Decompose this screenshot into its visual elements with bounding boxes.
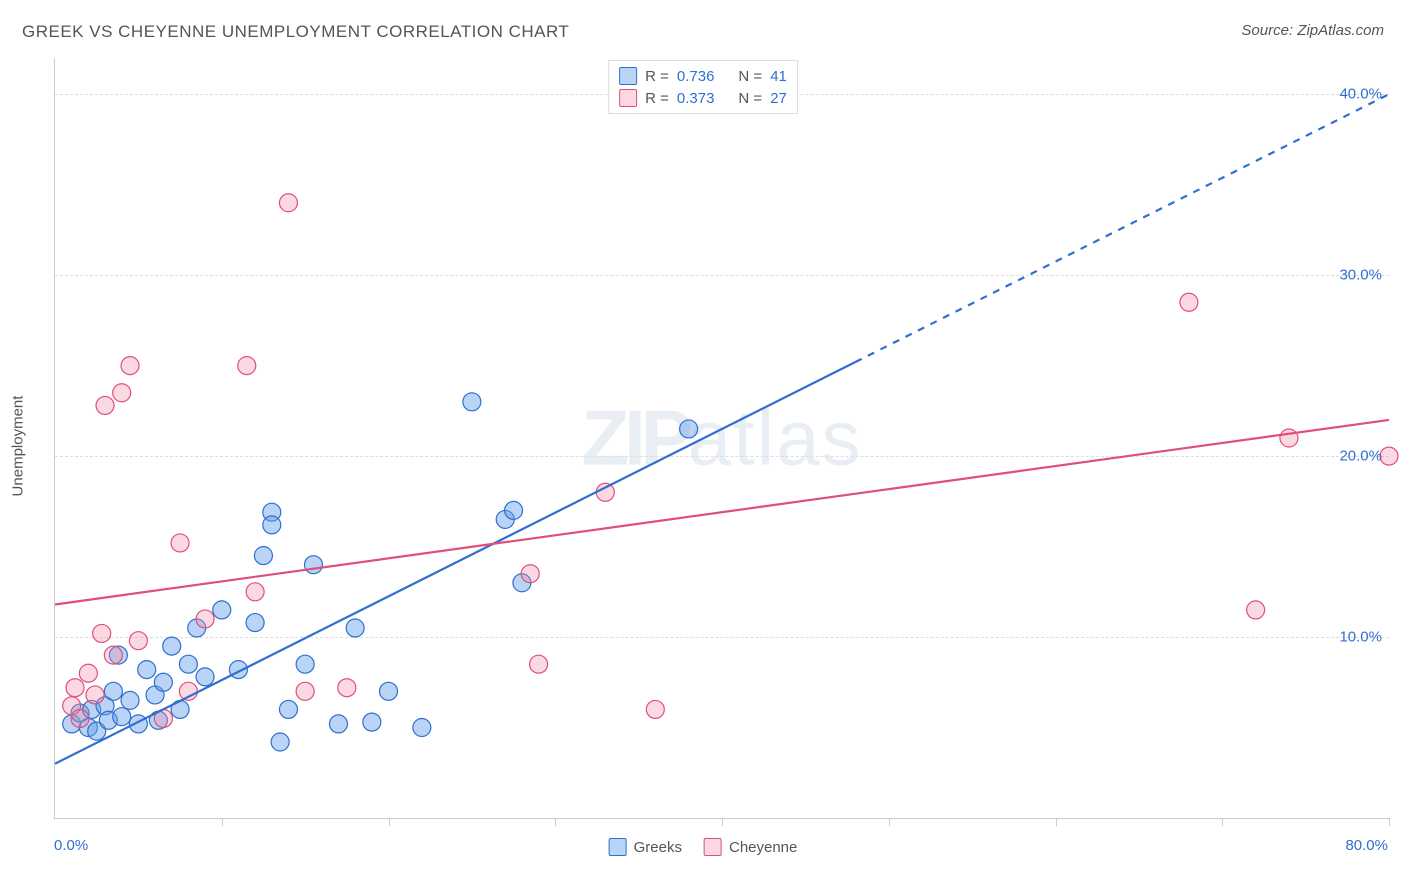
cheyenne-point [171,534,189,552]
greeks-point [680,420,698,438]
cheyenne-point [521,565,539,583]
greeks-point [246,614,264,632]
y-tick-label: 30.0% [1339,267,1382,284]
greeks-point [296,655,314,673]
cheyenne-label: Cheyenne [729,839,797,856]
cheyenne-point [596,483,614,501]
y-axis-label: Unemployment [10,396,27,497]
greeks-point [363,713,381,731]
cheyenne-point [246,583,264,601]
greeks-point [279,700,297,718]
cheyenne-point [338,679,356,697]
cheyenne-point [79,664,97,682]
cheyenne-point [1247,601,1265,619]
x-tick [222,818,223,826]
greeks-point [329,715,347,733]
greeks-trendline [55,362,855,764]
cheyenne-point [646,700,664,718]
cheyenne-point [121,357,139,375]
greeks-point [463,393,481,411]
x-axis-min-label: 0.0% [54,837,88,854]
greeks-point [263,516,281,534]
greeks-r-value: 0.736 [677,68,715,85]
x-tick [722,818,723,826]
legend-row-cheyenne: R = 0.373 N = 27 [619,87,787,109]
greeks-point [346,619,364,637]
r-label: R = [645,90,669,107]
greeks-point [113,708,131,726]
greeks-point [179,655,197,673]
greeks-label: Greeks [634,839,682,856]
greeks-point [304,556,322,574]
series-legend: Greeks Cheyenne [609,838,798,856]
correlation-legend: R = 0.736 N = 41 R = 0.373 N = 27 [608,60,798,114]
cheyenne-point [113,384,131,402]
greeks-n-value: 41 [770,68,787,85]
greeks-point [104,682,122,700]
legend-item-greeks: Greeks [609,838,682,856]
cheyenne-swatch-icon [704,838,722,856]
cheyenne-point [1280,429,1298,447]
source-attribution: Source: ZipAtlas.com [1241,22,1384,39]
cheyenne-trendline [55,420,1389,605]
y-tick-label: 40.0% [1339,86,1382,103]
legend-item-cheyenne: Cheyenne [704,838,797,856]
source-name: ZipAtlas.com [1297,22,1384,39]
plot-area: ZIPatlas [54,58,1389,819]
x-tick [1056,818,1057,826]
cheyenne-point [1180,293,1198,311]
chart-svg [55,58,1389,818]
cheyenne-point [238,357,256,375]
chart-title: GREEK VS CHEYENNE UNEMPLOYMENT CORRELATI… [22,22,569,42]
y-tick-label: 20.0% [1339,448,1382,465]
cheyenne-point [66,679,84,697]
x-tick [1389,818,1390,826]
cheyenne-point [96,396,114,414]
x-tick [389,818,390,826]
cheyenne-point [196,610,214,628]
x-tick [889,818,890,826]
greeks-point [121,691,139,709]
greeks-swatch-icon [609,838,627,856]
cheyenne-point [86,686,104,704]
x-axis-max-label: 80.0% [1345,837,1388,854]
cheyenne-point [530,655,548,673]
greeks-point [254,547,272,565]
x-tick [1222,818,1223,826]
greeks-point [138,661,156,679]
cheyenne-swatch-icon [619,89,637,107]
greeks-point [213,601,231,619]
cheyenne-point [296,682,314,700]
greeks-point [271,733,289,751]
greeks-point [163,637,181,655]
y-tick-label: 10.0% [1339,629,1382,646]
n-label: N = [738,90,762,107]
greeks-point [196,668,214,686]
greeks-point [380,682,398,700]
greeks-point [413,719,431,737]
legend-row-greeks: R = 0.736 N = 41 [619,65,787,87]
cheyenne-r-value: 0.373 [677,90,715,107]
source-prefix: Source: [1241,22,1297,39]
greeks-trendline-dashed [855,94,1389,362]
cheyenne-point [71,709,89,727]
cheyenne-point [93,624,111,642]
greeks-swatch-icon [619,67,637,85]
cheyenne-point [104,646,122,664]
cheyenne-point [129,632,147,650]
cheyenne-point [279,194,297,212]
greeks-point [154,673,172,691]
r-label: R = [645,68,669,85]
greeks-point [505,501,523,519]
cheyenne-point [1380,447,1398,465]
n-label: N = [738,68,762,85]
x-tick [555,818,556,826]
cheyenne-n-value: 27 [770,90,787,107]
